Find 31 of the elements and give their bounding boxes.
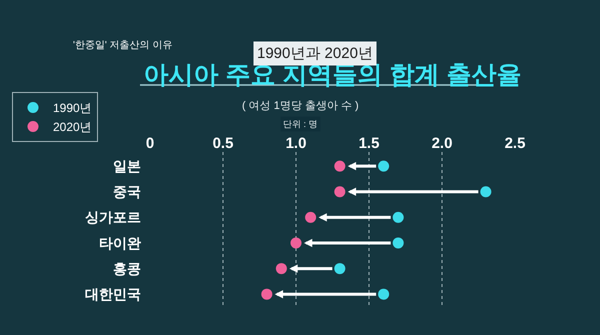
legend-label: 1990년 <box>53 101 92 116</box>
x-tick-label: 2.0 <box>432 135 452 152</box>
text: 단위 : 명 <box>283 119 318 129</box>
point <box>334 263 346 274</box>
text: '한중일' 저출산의 이유 <box>73 40 172 51</box>
point <box>378 160 390 172</box>
x-tick-label: 1.5 <box>358 135 380 152</box>
x-tick-label: 0 <box>146 135 154 152</box>
point <box>334 160 346 172</box>
chart-subtitle: 1990년과 2020년 <box>257 45 373 62</box>
text: ( 여성 1명당 출생아 수 ) <box>242 100 359 112</box>
point <box>392 212 404 223</box>
point <box>378 288 390 300</box>
chart-title: 아시아 주요 지역들의 합계 출산율 <box>144 60 522 89</box>
point <box>290 237 302 248</box>
point <box>305 212 316 223</box>
point <box>392 237 404 248</box>
y-tick-label: 중국 <box>113 184 141 200</box>
y-tick-label: 일본 <box>113 158 141 174</box>
y-tick-label: 홍콩 <box>113 260 141 276</box>
legend-label: 2020년 <box>53 120 92 134</box>
x-tick-label: 0.5 <box>212 135 234 152</box>
point <box>480 186 492 198</box>
x-tick-label: 2.5 <box>504 135 526 152</box>
y-tick-label: 싱가포르 <box>85 209 141 226</box>
point <box>261 288 272 300</box>
point <box>276 263 287 274</box>
point <box>334 186 346 198</box>
x-tick-label: 1.0 <box>286 135 306 152</box>
y-tick-label: 대한민국 <box>85 286 141 302</box>
y-tick-label: 타이완 <box>99 234 141 251</box>
